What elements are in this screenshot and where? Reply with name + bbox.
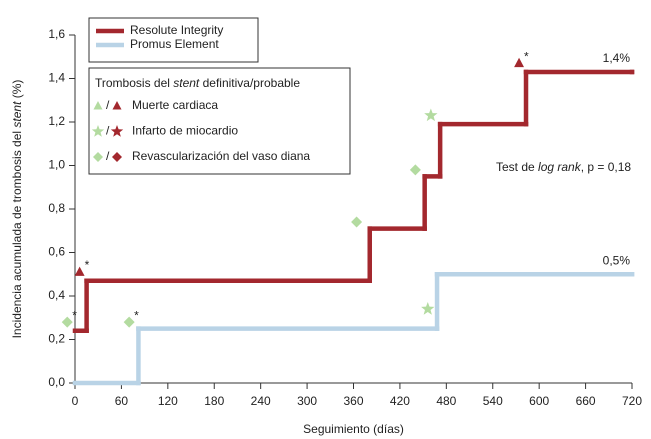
x-axis-label: Seguimiento (días): [303, 422, 404, 436]
x-tick-label: 720: [622, 394, 642, 408]
legend-label: Muerte cardiaca: [132, 98, 218, 112]
event-note: *: [134, 308, 139, 322]
x-tick-label: 300: [297, 394, 317, 408]
x-tick-label: 360: [343, 394, 363, 408]
event-note: *: [85, 258, 90, 272]
y-axis-label-part: Incidencia acumulada de trombosis del: [10, 128, 24, 339]
diamond-marker: [93, 152, 103, 162]
legend-label: Resolute Integrity: [130, 23, 223, 37]
end-label: 1,4%: [603, 51, 631, 65]
triangle-marker: [93, 101, 103, 110]
triangle-marker: [74, 266, 85, 276]
y-tick-label: 1,6: [48, 27, 65, 41]
y-tick-label: 0,6: [48, 245, 65, 259]
y-axis-label: Incidencia acumulada de trombosis del st…: [10, 80, 24, 339]
triangle-marker: [112, 101, 122, 110]
legend-separator: /: [106, 98, 110, 112]
x-tick-label: 480: [436, 394, 456, 408]
star-marker: [424, 108, 438, 122]
annotation: Test de log rank, p = 0,18: [496, 160, 631, 174]
y-axis-label-part: stent: [10, 101, 24, 128]
legend-separator: /: [106, 149, 110, 163]
series-legend-box: [88, 17, 259, 63]
x-tick-label: 600: [529, 394, 549, 408]
annotation-part: Test de: [496, 160, 538, 174]
y-tick-label: 1,0: [48, 158, 65, 172]
y-tick-label: 0,0: [48, 375, 65, 389]
star-marker: [110, 125, 124, 137]
diamond-marker: [61, 316, 73, 328]
y-tick-label: 1,4: [48, 71, 65, 85]
x-tick-label: 660: [576, 394, 596, 408]
y-axis-label-part: (%): [10, 80, 24, 102]
marker-legend-title-part: stent: [173, 76, 200, 90]
legend-label: Promus Element: [130, 37, 219, 51]
triangle-marker: [514, 57, 525, 68]
event-note: *: [72, 308, 77, 322]
x-tick-label: 0: [72, 394, 79, 408]
marker-legend-title-part: Trombosis del: [95, 76, 173, 90]
y-tick-label: 0,4: [48, 288, 65, 302]
marker-legend-title: Trombosis del stent definitiva/probable: [95, 76, 300, 90]
x-tick-label: 240: [251, 394, 271, 408]
x-tick-label: 60: [115, 394, 129, 408]
event-note: *: [524, 49, 529, 63]
y-tick-label: 1,2: [48, 114, 65, 128]
x-tick-label: 180: [204, 394, 224, 408]
legend-label: Infarto de miocardio: [132, 124, 238, 138]
diamond-marker: [123, 316, 135, 328]
diamond-marker: [409, 164, 421, 176]
annotation-part: log rank: [538, 160, 582, 174]
y-tick-label: 0,8: [48, 201, 65, 215]
end-label: 0,5%: [603, 253, 631, 267]
x-tick-label: 420: [390, 394, 410, 408]
x-tick-label: 540: [483, 394, 503, 408]
y-tick-label: 0,2: [48, 332, 65, 346]
star-marker: [421, 302, 435, 315]
diamond-marker: [112, 152, 122, 162]
marker-legend-box: [88, 67, 351, 175]
diamond-marker: [351, 216, 363, 228]
annotation-part: , p = 0,18: [581, 160, 632, 174]
legend-separator: /: [106, 124, 110, 138]
marker-legend-title-part: definitiva/probable: [199, 76, 300, 90]
x-tick-label: 120: [158, 394, 178, 408]
legend-label: Revascularización del vaso diana: [132, 149, 310, 163]
star-marker: [91, 125, 105, 137]
